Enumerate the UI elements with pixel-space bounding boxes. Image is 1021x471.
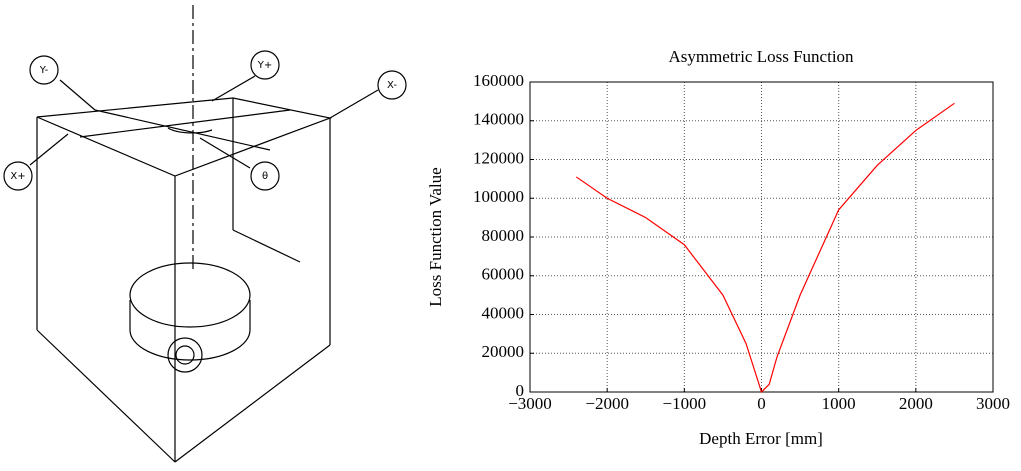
page: Y- Y+ X- X+ θ Asymmetric Loss Function D… (0, 0, 1021, 471)
y-tick-label: 60000 (482, 265, 525, 284)
robot-wheel (168, 338, 202, 372)
data-line (576, 103, 954, 392)
y-axis-label: Loss Function Value (426, 167, 445, 306)
leader (330, 90, 378, 118)
x-tick-label: 1000 (822, 394, 856, 413)
diagram (4, 5, 406, 462)
diagram-label: Y- (39, 65, 49, 76)
robot-wheel (176, 346, 194, 364)
x-tick-label: −1000 (663, 394, 707, 413)
chart-title: Asymmetric Loss Function (668, 47, 854, 66)
y-tick-label: 140000 (473, 110, 524, 129)
y-tick-label: 0 (516, 381, 525, 400)
diagram-label: X- (387, 80, 397, 91)
leader (60, 80, 95, 110)
y-tick-label: 80000 (482, 226, 525, 245)
box-edge (233, 230, 300, 262)
leader (30, 134, 68, 165)
x-tick-label: 0 (757, 394, 766, 413)
diagram-label: θ (262, 171, 268, 182)
x-tick-label: −2000 (585, 394, 629, 413)
y-tick-label: 160000 (473, 71, 524, 90)
figure: Y- Y+ X- X+ θ Asymmetric Loss Function D… (0, 0, 1021, 471)
robot (130, 263, 250, 327)
y-tick-label: 100000 (473, 187, 524, 206)
box-edge (37, 330, 175, 462)
x-tick-label: 2000 (899, 394, 933, 413)
diagram-label: X+ (10, 171, 25, 182)
y-tick-label: 40000 (482, 303, 525, 322)
y-tick-label: 120000 (473, 148, 524, 167)
leader (212, 76, 255, 101)
robot (130, 300, 250, 360)
y-tick-label: 20000 (482, 342, 525, 361)
diagram-label: Y+ (257, 60, 273, 71)
box-edge (175, 345, 330, 462)
x-tick-label: 3000 (976, 394, 1010, 413)
x-axis-label: Depth Error [mm] (699, 429, 823, 448)
